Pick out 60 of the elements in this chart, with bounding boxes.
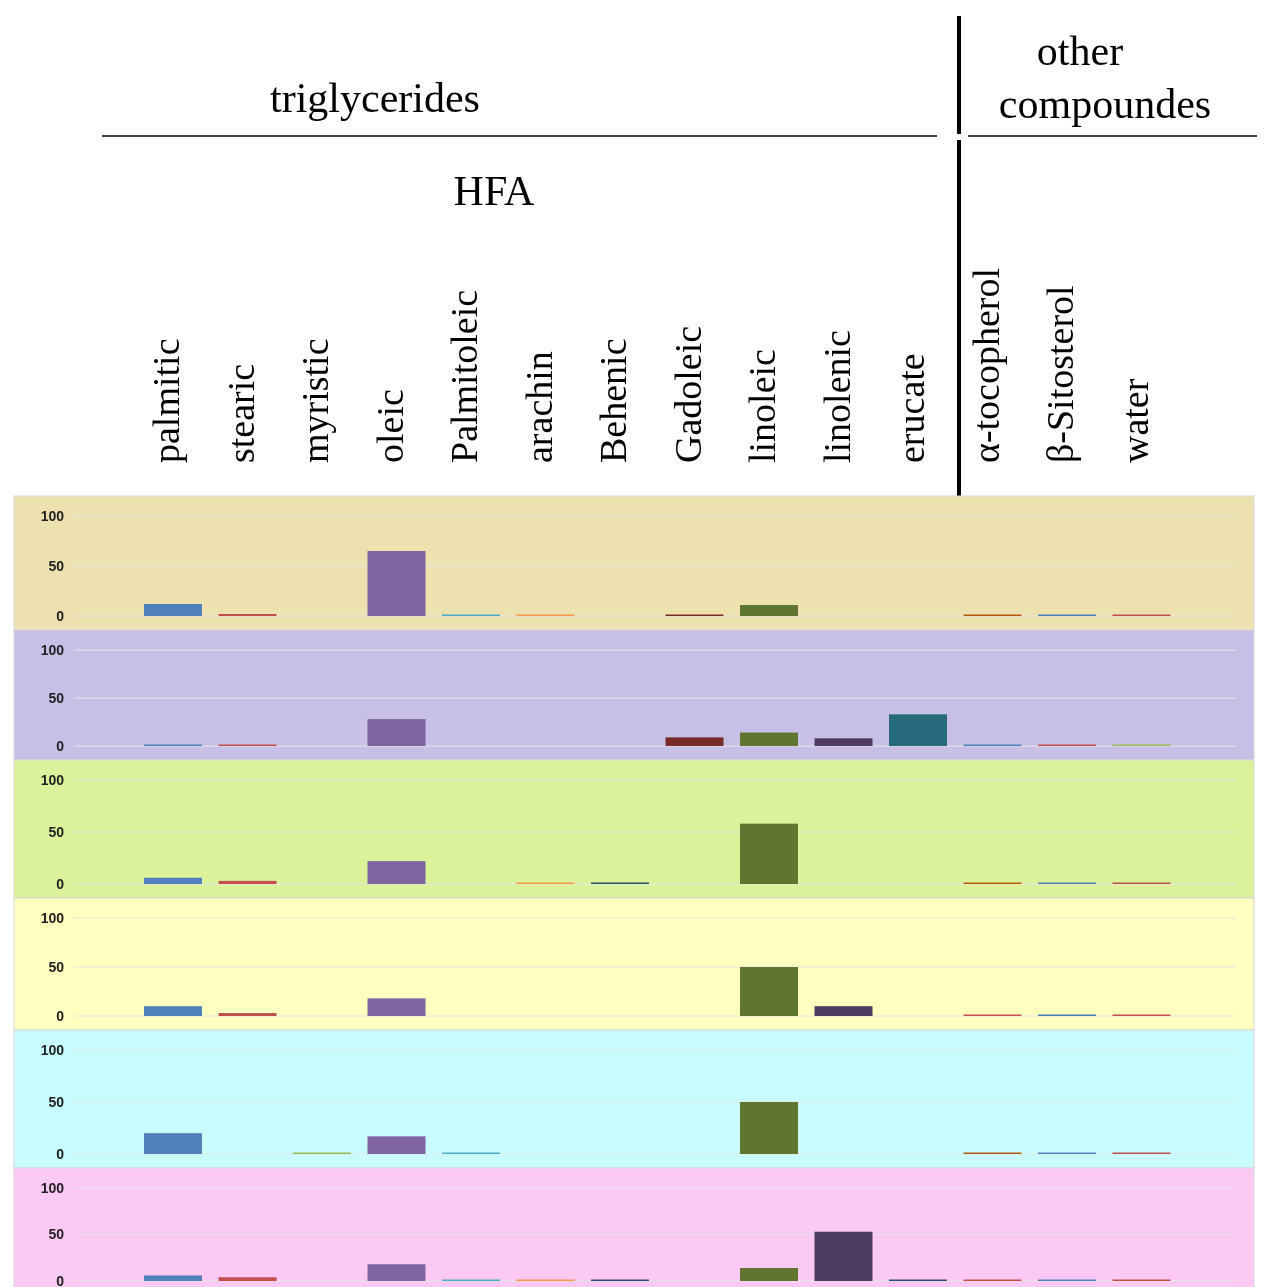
bar: [740, 1102, 798, 1154]
bar: [740, 967, 798, 1016]
bar: [367, 719, 426, 746]
text: other compoundes: [998, 28, 1212, 127]
y-tick-label: 50: [48, 823, 65, 840]
text: triglycerides: [270, 75, 480, 121]
y-tick-label: 50: [48, 1226, 65, 1243]
x-tick-label: Palmitoleic: [443, 289, 485, 463]
y-tick-label: 50: [48, 689, 65, 706]
y-tick-label: 100: [40, 1041, 65, 1058]
x-tick-label: palmitic: [145, 338, 187, 463]
bar: [218, 1277, 277, 1281]
y-tick-label: 0: [56, 1007, 65, 1024]
x-tick-label: linolenic: [815, 330, 858, 463]
y-tick-label: 100: [40, 507, 65, 524]
bar: [144, 1006, 202, 1016]
y-tick-label: 100: [40, 771, 65, 788]
y-tick-label: 50: [48, 1093, 65, 1110]
x-tick-label: β-Sitosterol: [1039, 285, 1081, 463]
y-tick-label: 50: [48, 958, 65, 975]
bar: [740, 823, 798, 884]
bar: [367, 1136, 426, 1154]
x-tick-label: arachin: [517, 351, 560, 463]
y-tick-label: 100: [40, 641, 65, 658]
y-tick-label: 0: [56, 875, 65, 892]
y-tick-label: 0: [56, 737, 65, 754]
bar: [367, 551, 426, 616]
x-tick-label: myristic: [294, 338, 336, 463]
text: HFA: [453, 168, 536, 214]
x-tick-label: stearic: [219, 363, 262, 463]
bar: [814, 1231, 873, 1281]
bar: [740, 1267, 798, 1281]
x-tick-label: oleic: [368, 389, 411, 463]
bar: [814, 738, 873, 746]
bar: [889, 714, 947, 746]
y-tick-label: 0: [56, 607, 65, 624]
y-tick-label: 50: [48, 557, 65, 574]
y-tick-label: 100: [40, 1179, 65, 1196]
bar: [814, 1006, 873, 1016]
bar: [144, 1275, 202, 1281]
x-tick-label: Gadoleic: [666, 325, 709, 463]
bar: [218, 1013, 277, 1016]
bar: [367, 1264, 426, 1281]
bar: [740, 732, 798, 746]
x-tick-label: water: [1113, 378, 1156, 463]
bar: [665, 737, 724, 746]
x-tick-label: Behenic: [592, 338, 634, 463]
x-tick-label: linoleic: [741, 349, 783, 463]
bar: [740, 605, 798, 616]
y-tick-label: 0: [56, 1145, 65, 1162]
y-tick-label: 0: [56, 1272, 65, 1287]
x-tick-label: α-tocopherol: [964, 267, 1007, 463]
bar: [367, 998, 426, 1016]
bar: [144, 877, 202, 884]
bar: [144, 604, 202, 616]
bar: [144, 1133, 202, 1154]
bar: [367, 861, 426, 884]
y-tick-label: 100: [40, 909, 65, 926]
bar: [218, 880, 277, 884]
x-tick-label: erucate: [890, 353, 932, 463]
